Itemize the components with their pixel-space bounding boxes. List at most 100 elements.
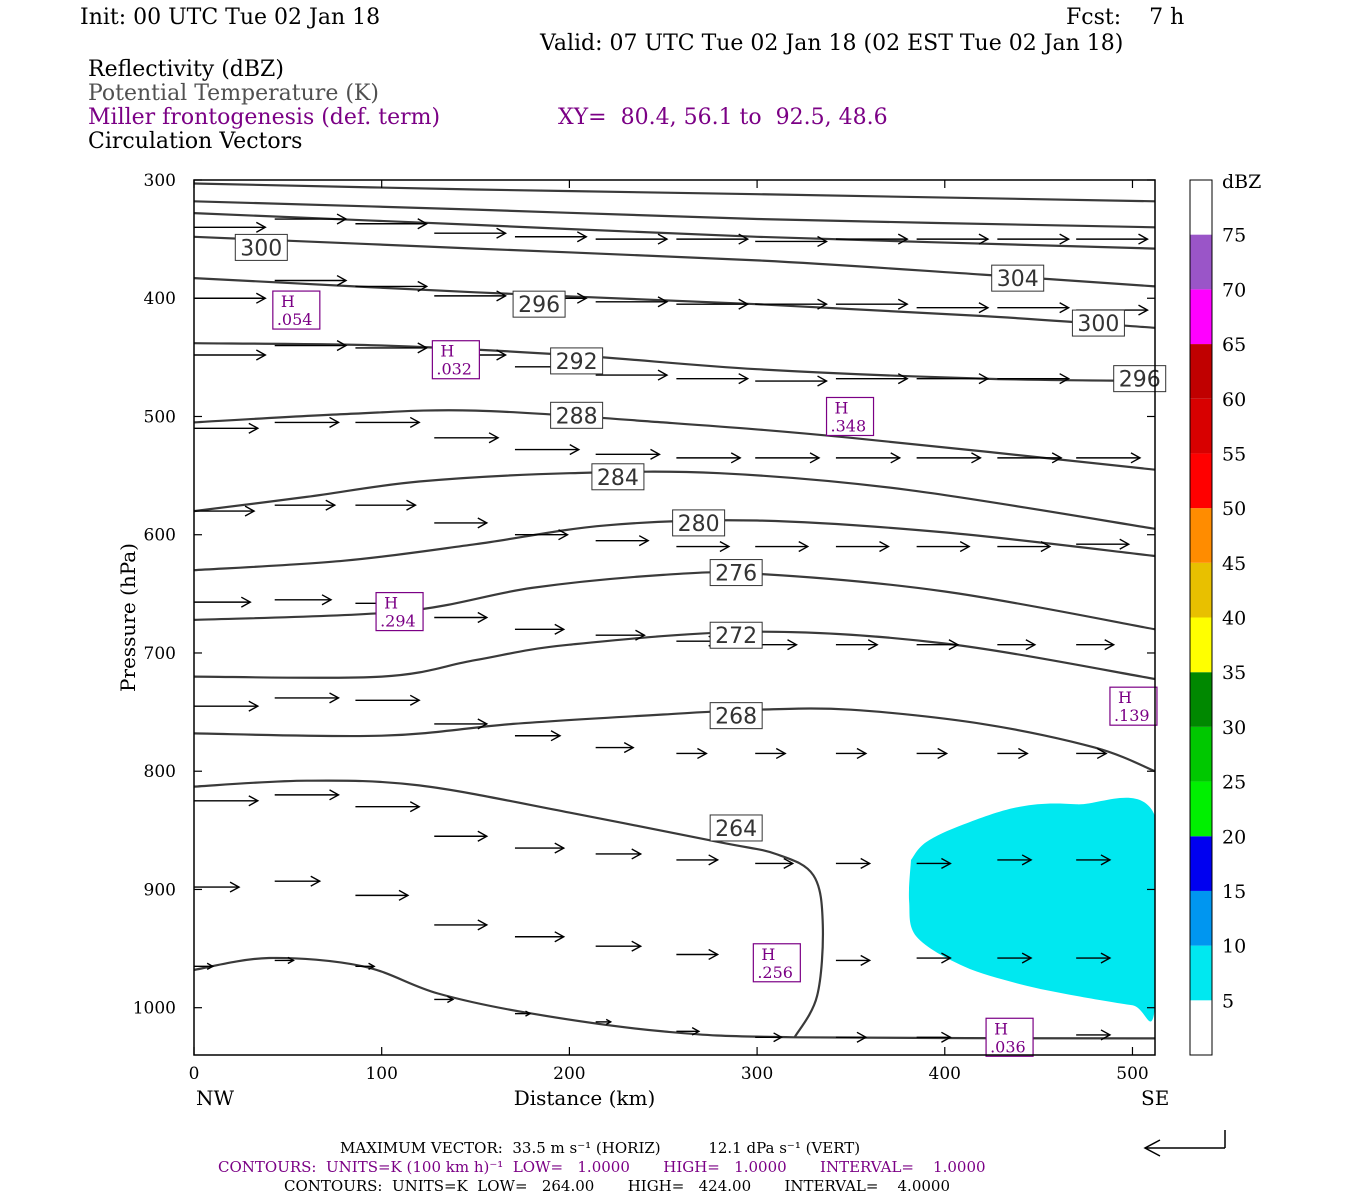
circulation-vector xyxy=(514,931,566,943)
circulation-vector xyxy=(835,540,890,553)
circulation-vector xyxy=(835,1031,868,1043)
circulation-vector xyxy=(194,596,252,608)
colorbar-swatch xyxy=(1190,836,1212,891)
circulation-vector xyxy=(274,789,340,801)
x-right-label: SE xyxy=(1141,1086,1169,1110)
circulation-vector xyxy=(434,830,489,842)
circulation-vector xyxy=(355,416,421,428)
y-tick-label: 800 xyxy=(144,762,176,782)
theta-contour xyxy=(194,342,1155,383)
circulation-vector xyxy=(997,452,1063,464)
circulation-vector xyxy=(997,854,1033,866)
circulation-vector xyxy=(434,517,489,529)
circulation-vector xyxy=(1076,747,1108,760)
theta-label: 300 xyxy=(234,233,288,261)
circulation-vector xyxy=(514,623,566,635)
circulation-vector xyxy=(755,235,828,248)
theta-label: 296 xyxy=(512,290,566,318)
circulation-vector xyxy=(676,373,750,385)
circulation-vector xyxy=(434,919,489,931)
colorbar-label: 50 xyxy=(1222,498,1246,520)
circulation-vector xyxy=(355,801,421,813)
circulation-vector xyxy=(274,339,348,352)
circulation-vector xyxy=(434,227,508,239)
init-time: Init: 00 UTC Tue 02 Jan 18 xyxy=(80,5,381,30)
reflectivity-area xyxy=(908,797,1155,1022)
circulation-vector xyxy=(997,952,1033,964)
svg-text:H: H xyxy=(440,342,454,361)
theta-label: 280 xyxy=(672,509,726,537)
circulation-vector xyxy=(434,995,455,1004)
circulation-vector xyxy=(595,448,661,460)
circulation-vector xyxy=(514,730,562,742)
circulation-vector xyxy=(355,889,410,901)
svg-text:.036: .036 xyxy=(990,1037,1026,1056)
circulation-vector xyxy=(595,296,669,308)
svg-text:284: 284 xyxy=(597,466,639,491)
colorbar-label: 20 xyxy=(1222,826,1246,848)
circulation-vector xyxy=(755,747,787,760)
svg-text:292: 292 xyxy=(556,350,598,375)
circulation-vector xyxy=(916,747,949,760)
circulation-vector xyxy=(676,747,708,760)
circulation-vector xyxy=(835,233,909,245)
colorbar-swatch xyxy=(1190,453,1212,509)
circulation-vector xyxy=(835,639,879,651)
svg-text:304: 304 xyxy=(997,267,1039,292)
circulation-vector xyxy=(997,233,1071,245)
colorbar-swatch xyxy=(1190,726,1212,782)
colorbar-label: 65 xyxy=(1222,334,1246,356)
circulation-vector xyxy=(355,342,429,354)
colorbar-label: 55 xyxy=(1222,443,1246,465)
max-vector-note: MAXIMUM VECTOR: 33.5 m s⁻¹ (HORIZ) 12.1 … xyxy=(340,1139,861,1157)
y-tick-label: 900 xyxy=(144,880,176,900)
theta-label: 288 xyxy=(550,401,604,429)
colorbar-unit: dBZ xyxy=(1222,171,1261,193)
x-tick-label: 0 xyxy=(189,1064,200,1084)
valid-time: Valid: 07 UTC Tue 02 Jan 18 (02 EST Tue … xyxy=(540,31,1124,56)
circulation-vector xyxy=(676,233,750,245)
circulation-vector xyxy=(916,373,990,385)
circulation-vector xyxy=(997,747,1029,760)
circulation-vector xyxy=(355,280,429,292)
circulation-vector xyxy=(997,639,1037,651)
circulation-vector xyxy=(194,349,267,361)
svg-text:296: 296 xyxy=(1119,368,1161,393)
svg-text:268: 268 xyxy=(715,705,757,730)
theta-contour xyxy=(194,200,1155,229)
theta-label: 272 xyxy=(709,621,763,649)
theta-contour xyxy=(194,630,1155,681)
circulation-vector xyxy=(194,881,241,893)
circulation-vector xyxy=(274,274,348,287)
circulation-vector xyxy=(997,373,1071,385)
circulation-vector xyxy=(916,452,982,464)
circulation-vector xyxy=(514,444,581,456)
theta-contour xyxy=(194,779,825,1038)
svg-text:.256: .256 xyxy=(757,963,793,982)
svg-text:276: 276 xyxy=(715,562,757,587)
theta-label: 296 xyxy=(1113,365,1167,393)
circulation-vector xyxy=(514,529,569,541)
circulation-vector xyxy=(916,233,990,245)
svg-text:H: H xyxy=(835,398,849,417)
circulation-vector xyxy=(755,452,821,464)
theta-label: 268 xyxy=(709,702,763,730)
y-tick-label: 300 xyxy=(144,171,176,191)
svg-text:280: 280 xyxy=(678,512,720,537)
colorbar-swatch xyxy=(1190,781,1212,837)
circulation-vector xyxy=(194,700,260,712)
frontogenesis-max: H.032 xyxy=(431,340,480,380)
frontogenesis-max: H.036 xyxy=(985,1017,1034,1057)
circulation-vector xyxy=(274,875,322,887)
colorbar-label: 15 xyxy=(1222,881,1246,903)
svg-text:H: H xyxy=(1118,688,1132,707)
circulation-vector xyxy=(916,952,952,964)
circulation-vector xyxy=(835,298,909,310)
circulation-vector xyxy=(916,857,952,870)
circulation-vector xyxy=(1076,233,1149,245)
field-circulation-vectors: Circulation Vectors xyxy=(88,129,303,154)
circulation-vector xyxy=(676,1027,701,1036)
svg-text:.139: .139 xyxy=(1114,706,1150,725)
svg-text:.348: .348 xyxy=(831,416,867,435)
circulation-vector xyxy=(676,540,731,553)
